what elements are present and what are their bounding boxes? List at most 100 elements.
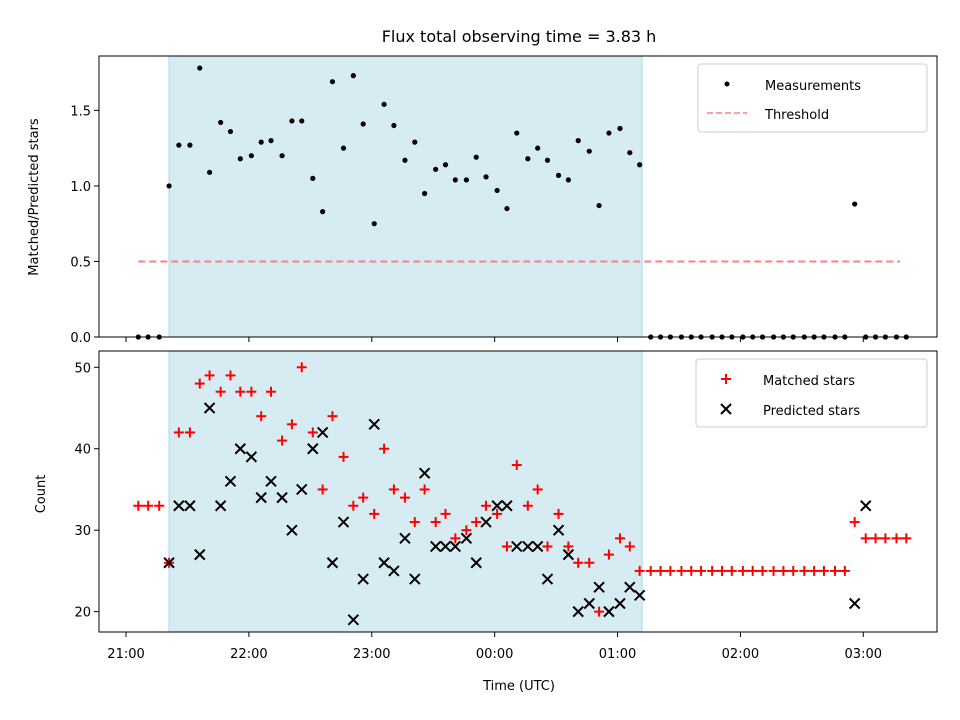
predicted-star-point <box>245 451 258 463</box>
matched-star-point <box>768 565 779 576</box>
measurement-point <box>494 187 500 194</box>
measurement-point <box>637 162 643 168</box>
measurement-point <box>166 183 172 189</box>
matched-star-point <box>522 500 533 511</box>
matched-star-point <box>818 565 829 576</box>
measurement-point <box>596 202 602 209</box>
predicted-star-point <box>460 532 473 545</box>
measurement-point <box>514 130 520 136</box>
measurement-point <box>627 150 633 156</box>
matched-star-point <box>133 500 144 511</box>
matched-star-point <box>143 500 154 511</box>
ratio-y-tick-label: 0.0 <box>70 331 91 346</box>
count-x-tick-label: 21:00 <box>107 647 144 662</box>
matched-star-point <box>634 565 645 576</box>
matched-star-point <box>369 508 380 519</box>
predicted-star-point <box>633 589 646 602</box>
matched-star-point <box>173 427 184 438</box>
measurement-point <box>575 138 581 144</box>
matched-star-point <box>379 443 390 454</box>
predicted-star-point <box>255 491 267 504</box>
measurement-point <box>360 121 366 127</box>
matched-star-point <box>204 370 215 381</box>
matched-star-point <box>327 411 338 422</box>
matched-star-point <box>246 386 257 397</box>
predicted-star-point <box>470 557 482 569</box>
measurement-point <box>412 139 418 145</box>
predicted-star-point <box>439 540 452 553</box>
measurement-point <box>391 122 397 129</box>
count-x-tick-label: 00:00 <box>476 647 513 662</box>
predicted-star-point <box>418 467 431 479</box>
predicted-star-point <box>624 581 636 593</box>
matched-star-point <box>870 533 881 544</box>
matched-star-point <box>399 492 410 503</box>
matched-star-point <box>830 565 841 576</box>
count-y-axis-label: Count <box>34 475 49 514</box>
measurement-point <box>197 65 203 71</box>
chart-title: Flux total observing time = 3.83 h <box>382 27 657 46</box>
matched-star-point <box>358 492 369 503</box>
matched-star-point <box>154 500 165 511</box>
ratio-shaded-interval <box>168 55 643 338</box>
predicted-star-point <box>501 500 513 512</box>
matched-star-point <box>440 508 451 519</box>
measurement-point <box>320 209 326 215</box>
count-x-tick-label: 22:00 <box>230 647 267 662</box>
measurement-point <box>310 175 316 181</box>
legend-predicted-marker <box>720 403 732 415</box>
count-shaded-interval <box>168 350 643 633</box>
predicted-star-point <box>593 581 605 593</box>
predicted-star-point <box>224 475 237 488</box>
matched-star-point <box>655 565 666 576</box>
measurement-point <box>248 153 254 159</box>
measurement-point <box>565 177 571 183</box>
predicted-star-point <box>326 557 339 569</box>
predicted-star-point <box>491 500 503 512</box>
measurement-point <box>586 148 592 154</box>
predicted-star-point <box>337 516 350 528</box>
measurement-point <box>218 119 224 126</box>
predicted-star-point <box>552 524 565 536</box>
matched-star-point <box>901 533 912 544</box>
matched-star-point <box>194 378 205 389</box>
matched-star-point <box>860 533 871 544</box>
matched-star-point <box>256 411 267 422</box>
matched-star-point <box>799 565 810 576</box>
matched-star-point <box>665 565 676 576</box>
predicted-star-point <box>316 426 329 439</box>
matched-star-point <box>348 500 359 511</box>
ratio-axes-frame <box>98 55 938 338</box>
measurement-point <box>617 125 623 132</box>
matched-star-point <box>450 533 461 544</box>
ratio-y-axis-label: Matched/Predicted stars <box>27 118 42 276</box>
matched-star-point <box>388 484 399 495</box>
predicted-star-point <box>388 565 400 577</box>
predicted-star-point <box>531 540 544 553</box>
predicted-star-point <box>357 573 369 585</box>
matched-star-point <box>696 565 707 576</box>
count-x-tick-label: 02:00 <box>722 647 759 662</box>
predicted-star-point <box>173 500 185 512</box>
count-y-tick-label: 20 <box>74 606 91 621</box>
measurement-point <box>535 145 541 151</box>
predicted-star-point <box>163 557 175 569</box>
predicted-star-point <box>614 597 626 610</box>
predicted-star-point <box>368 418 380 431</box>
measurement-point <box>555 172 562 178</box>
matched-star-point <box>726 565 737 576</box>
count-panel: 20 30 40 50 21:00 22:00 23:00 00:00 01:00 02:00 0… <box>34 350 938 694</box>
matched-star-point <box>215 386 226 397</box>
ratio-y-tick-label: 0.5 <box>70 255 91 270</box>
matched-star-point <box>573 557 584 568</box>
matched-star-point <box>747 565 758 576</box>
matched-star-point <box>839 565 850 576</box>
predicted-star-point <box>409 573 421 585</box>
matched-star-point <box>430 517 441 528</box>
measurement-point <box>340 145 347 151</box>
measurement-point <box>381 101 387 107</box>
measurement-point <box>504 205 510 212</box>
count-legend: Matched stars Predicted stars <box>695 358 928 428</box>
matched-star-point <box>809 565 820 576</box>
predicted-star-point <box>286 524 298 536</box>
